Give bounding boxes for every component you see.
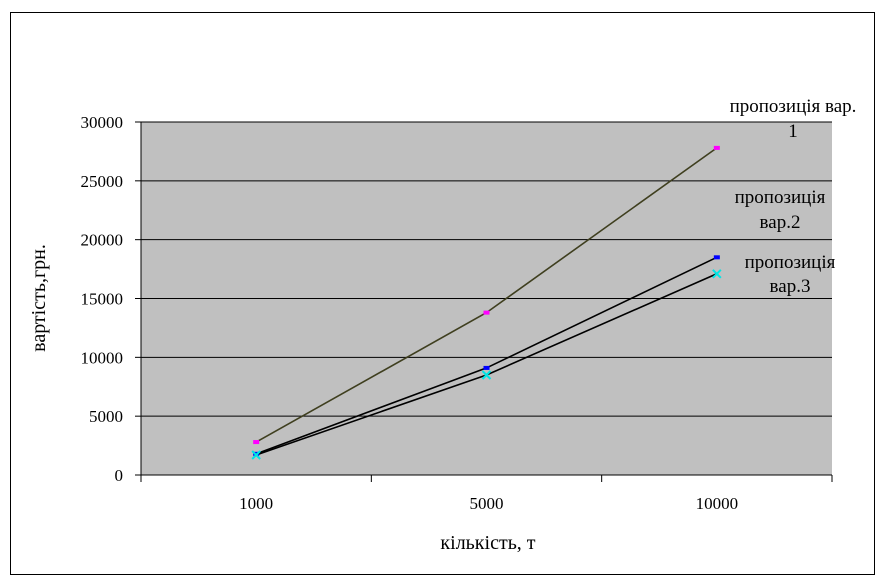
series-labels: пропозиція вар. 1 пропозиція вар.2 пропозиці… [730, 96, 857, 297]
series-label: вар.2 [760, 212, 801, 233]
y-tick-label: 5000 [89, 407, 123, 426]
series-label: пропозиція [745, 252, 836, 273]
data-point-marker [713, 145, 720, 150]
series-label: пропозиція вар. [730, 96, 857, 117]
data-point-marker [483, 310, 490, 315]
y-axis-title: вартість,грн. [28, 244, 50, 352]
y-tick-label: 15000 [81, 290, 124, 309]
x-tick-label: 10000 [696, 494, 739, 513]
data-point-marker [481, 370, 492, 380]
series-label: пропозиція [735, 187, 826, 208]
series-label: 1 [788, 121, 798, 142]
y-tick-label: 0 [115, 466, 124, 485]
series-label: вар.3 [770, 276, 811, 297]
x-tick-label: 5000 [470, 494, 504, 513]
data-point-marker [713, 255, 720, 260]
gridlines [141, 121, 832, 417]
data-point-marker [253, 440, 260, 445]
y-tick-label: 20000 [81, 231, 124, 250]
marker-stroke [481, 370, 492, 380]
data-point-marker [251, 450, 261, 460]
y-tick-label: 25000 [81, 172, 124, 191]
series-markers [251, 145, 722, 460]
x-tick-labels: 1000 5000 10000 [239, 494, 738, 513]
y-tick-label: 30000 [81, 113, 124, 132]
x-tick-label: 1000 [239, 494, 273, 513]
marker-stroke [251, 450, 261, 460]
x-axis-title: кількість, т [440, 532, 535, 554]
data-point-marker [712, 269, 722, 279]
marker-stroke [712, 269, 722, 279]
axes [135, 121, 833, 482]
data-point-marker [483, 365, 490, 370]
y-tick-labels: 0 5000 10000 15000 20000 25000 30000 [81, 113, 124, 485]
y-tick-label: 10000 [81, 348, 124, 367]
